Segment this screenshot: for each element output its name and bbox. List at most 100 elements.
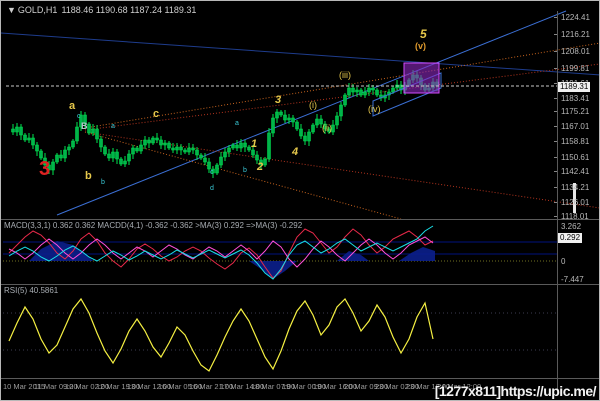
candle-body (75, 126, 79, 142)
price-axis-tick (554, 187, 558, 188)
axis-white-bar (573, 183, 576, 213)
time-axis-label: 17 Mar 14:00 (220, 382, 265, 391)
candle-body (175, 146, 179, 151)
candle-body (295, 121, 299, 130)
candle-body (287, 117, 291, 121)
price-axis-label: 1158.81 (561, 137, 590, 146)
trendline-blue-rising (56, 10, 567, 216)
rsi-indicator-label: RSI(5) 40.5861 (4, 286, 59, 295)
candle-body (123, 160, 127, 165)
wave-label: (ii) (322, 123, 332, 133)
candle-body (63, 149, 67, 159)
macd-histogram-fill (249, 261, 297, 279)
candle-body (355, 89, 359, 93)
wave-label: a (69, 100, 76, 112)
wedge-upper-2 (84, 63, 599, 131)
candle-body (271, 117, 275, 134)
chart-title: ▼ GOLD,H1 1188.46 1190.68 1187.24 1189.31 (7, 5, 196, 15)
candle-body (219, 156, 223, 166)
price-axis-tick (554, 17, 558, 18)
candle-body (231, 144, 235, 149)
price-axis-tick (554, 171, 558, 172)
candle-body (107, 153, 111, 159)
wave-label: B (81, 121, 88, 131)
candle-body (27, 137, 31, 141)
wave-label: 3 (39, 158, 51, 180)
ohlc-values: 1188.46 1190.68 1187.24 1189.31 (61, 5, 197, 15)
wave-label: a (111, 123, 115, 130)
symbol-timeframe: GOLD,H1 (17, 5, 58, 15)
candle-body (259, 159, 263, 166)
chart-dropdown-icon[interactable]: ▼ (7, 5, 16, 15)
candle-body (67, 146, 71, 151)
candle-body (211, 168, 215, 174)
time-axis-label: 10 Mar 2015 (3, 382, 46, 391)
price-axis-tick (554, 83, 558, 84)
time-axis-label: 18 Mar 07:00 (251, 382, 296, 391)
wave-label: b (243, 167, 247, 174)
candle-body (251, 149, 255, 156)
wave-label: 1 (251, 138, 258, 150)
supply-zone-rect (403, 62, 440, 94)
candle-body (327, 128, 331, 133)
candle-body (235, 144, 239, 149)
price-axis-label: 1142.41 (561, 167, 590, 176)
candle-body (83, 114, 87, 125)
time-axis-label: 19 Mar 00:00 (282, 382, 327, 391)
wave-label: 5 (420, 27, 427, 41)
candle-body (391, 87, 395, 93)
panel-separator (1, 284, 599, 285)
price-axis-label: 1167.01 (561, 122, 590, 131)
candle-body (143, 139, 147, 146)
candle-body (347, 87, 351, 96)
candle-body (199, 154, 203, 159)
candle-body (195, 149, 199, 156)
wave-label: d (210, 185, 214, 192)
price-axis-label: 1224.41 (561, 13, 590, 22)
candle-body (375, 89, 379, 96)
wave-label: 3 (275, 94, 282, 106)
price-axis-label: 1150.61 (561, 153, 590, 162)
candle-body (311, 124, 315, 133)
time-axis-label: 16 Mar 21:00 (189, 382, 234, 391)
candle-body (155, 137, 159, 141)
price-axis-tick (554, 202, 558, 203)
candle-body (51, 161, 55, 171)
macd-histogram-fill (399, 247, 435, 261)
time-axis-label: 13 Mar 12:00 (127, 382, 172, 391)
candle-body (179, 146, 183, 151)
trendline-navy (1, 32, 599, 76)
macd-axis-label: 0 (561, 257, 566, 266)
candle-body (215, 164, 219, 174)
candle-body (147, 139, 151, 144)
wave-label: b (85, 170, 92, 182)
time-axis-label: 23 Mar 19:00 (406, 382, 451, 391)
wave-label: a (235, 120, 239, 127)
candle-body (43, 157, 47, 166)
candle-body (303, 135, 307, 142)
candle-body (55, 154, 59, 163)
price-axis-tick (554, 68, 558, 69)
candle-body (119, 158, 123, 165)
price-axis-label: 1134.21 (561, 183, 590, 192)
candle-body (131, 147, 135, 155)
candle-body (15, 126, 19, 133)
macd-line-cyan (8, 225, 434, 280)
candle-body (299, 128, 303, 137)
price-axis-tick (554, 111, 558, 112)
candle-body (115, 151, 119, 160)
candle-body (19, 126, 23, 136)
price-axis-tick (554, 141, 558, 142)
macd-indicator-label: MACD(3,3,1) 0.362 0.362 MACDD(4,1) -0.36… (4, 221, 303, 230)
candle-body (239, 142, 243, 149)
price-axis-label: 1175.21 (561, 107, 590, 116)
price-axis-label: 1118.01 (561, 212, 589, 221)
candle-body (227, 147, 231, 153)
candle-body (291, 117, 295, 123)
candle-body (39, 150, 43, 159)
candle-body (359, 89, 363, 96)
wave-label: (v) (415, 41, 426, 51)
candle-body (335, 115, 339, 126)
